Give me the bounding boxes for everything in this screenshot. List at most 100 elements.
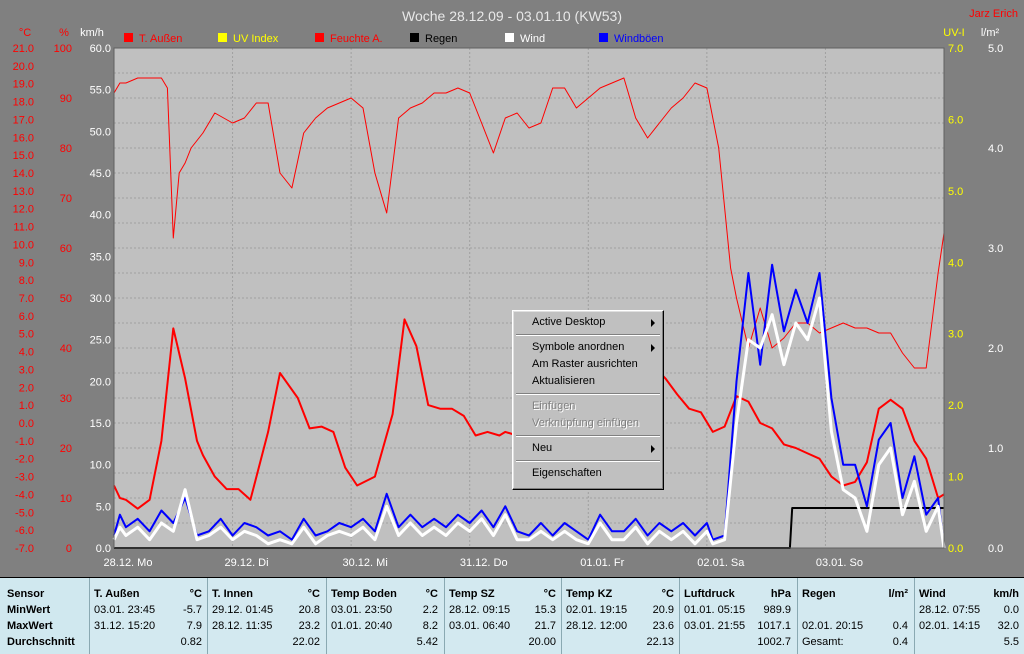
series-line-wind <box>112 296 946 549</box>
temp-axis-tick: 10.0 <box>13 239 34 251</box>
menu-item-label: Neu <box>532 442 553 454</box>
wind-axis-tick: 55.0 <box>90 85 111 97</box>
stats-column-divider <box>444 578 445 654</box>
uv-axis-tick: 0.0 <box>948 543 963 555</box>
rain-axis-tick: 4.0 <box>988 143 1003 155</box>
wind-axis-tick: 50.0 <box>90 126 111 138</box>
stats-max-value: 32.0 <box>997 620 1019 632</box>
weather-chart: Woche 28.12.09 - 03.01.10 (KW53) Jarz Er… <box>13 8 1018 569</box>
temp-axis-tick: 16.0 <box>13 132 34 144</box>
stats-column-divider <box>679 578 680 654</box>
submenu-arrow-icon <box>651 344 655 352</box>
stats-avg-label: Gesamt: <box>802 636 844 648</box>
stats-average: 0.82 <box>180 636 202 648</box>
menu-item-neu[interactable]: Neu <box>515 440 661 457</box>
temp-axis-tick: 13.0 <box>13 186 34 198</box>
wind-axis-unit: km/h <box>80 27 104 39</box>
temp-axis-tick: 5.0 <box>19 329 34 341</box>
menu-item-verkn-pfung-einf-gen: Verknüpfung einfügen <box>515 415 661 432</box>
submenu-arrow-icon <box>651 319 655 327</box>
temp-axis-tick: 1.0 <box>19 400 34 412</box>
x-tick-label: 31.12. Do <box>460 557 508 569</box>
stats-min-value: 0.0 <box>1003 604 1019 616</box>
stats-max-time: 03.01. 06:40 <box>449 620 511 632</box>
legend-label: Wind <box>520 33 545 45</box>
temp-axis-tick: 15.0 <box>13 150 34 162</box>
stats-column-divider <box>89 578 90 654</box>
temp-axis-tick: -7.0 <box>15 543 34 555</box>
stats-average: 1002.7 <box>757 636 791 648</box>
wind-axis-tick: 5.0 <box>96 501 111 513</box>
stats-min-time: 03.01. 23:50 <box>331 604 393 616</box>
stats-max-value: 23.2 <box>298 620 320 632</box>
temp-axis-tick: -2.0 <box>15 454 34 466</box>
menu-separator <box>516 460 660 462</box>
temp-axis-tick: 14.0 <box>13 168 34 180</box>
stats-average: 0.4 <box>892 636 908 648</box>
rain-axis-tick: 2.0 <box>988 343 1003 355</box>
rain-axis-tick: 5.0 <box>988 43 1003 55</box>
desktop-context-menu[interactable]: Active Desktop Symbole anordnen Am Raster … <box>512 310 664 490</box>
temp-axis-tick: 3.0 <box>19 364 34 376</box>
legend-swatch <box>124 33 133 42</box>
menu-item-symbole-anordnen[interactable]: Symbole anordnen <box>515 339 661 356</box>
stats-max-time: 28.12. 12:00 <box>566 620 628 632</box>
menu-item-label: Eigenschaften <box>532 467 602 479</box>
uv-axis-tick: 4.0 <box>948 257 963 269</box>
stats-row-label: Sensor <box>7 588 45 600</box>
temp-axis-tick: 19.0 <box>13 79 34 91</box>
stats-average: 22.02 <box>292 636 320 648</box>
chart-title: Woche 28.12.09 - 03.01.10 (KW53) <box>402 8 622 24</box>
stats-min-value: 15.3 <box>534 604 556 616</box>
temp-axis-tick: 17.0 <box>13 114 34 126</box>
menu-item-am-raster-ausrichten[interactable]: Am Raster ausrichten <box>515 356 661 373</box>
stats-max-time: 02.01. 20:15 <box>802 620 864 632</box>
rain-axis-tick: 1.0 <box>988 443 1003 455</box>
wind-axis-tick: 10.0 <box>90 460 111 472</box>
stats-min-value: 20.8 <box>298 604 320 616</box>
menu-separator <box>516 435 660 437</box>
stats-max-value: 8.2 <box>422 620 438 632</box>
uv-axis-tick: 2.0 <box>948 400 963 412</box>
temp-axis-tick: -4.0 <box>15 489 34 501</box>
stats-max-time: 01.01. 20:40 <box>331 620 393 632</box>
stats-average: 5.42 <box>416 636 438 648</box>
wind-axis-tick: 60.0 <box>90 43 111 55</box>
stats-min-time: 29.12. 01:45 <box>212 604 274 616</box>
stats-unit: l/m² <box>888 588 908 600</box>
menu-separator <box>516 334 660 336</box>
legend-label: Windböen <box>614 33 664 45</box>
menu-item-aktualisieren[interactable]: Aktualisieren <box>515 373 661 390</box>
stats-min-time: 01.01. 05:15 <box>684 604 746 616</box>
temp-axis-tick: 9.0 <box>19 257 34 269</box>
legend-label: UV Index <box>233 33 279 45</box>
menu-item-einf-gen: Einfügen <box>515 398 661 415</box>
x-tick-label: 28.12. Mo <box>104 557 153 569</box>
uv-axis-tick: 6.0 <box>948 114 963 126</box>
menu-item-label: Am Raster ausrichten <box>532 358 638 370</box>
x-tick-label: 02.01. Sa <box>697 557 745 569</box>
temp-axis-tick: 2.0 <box>19 382 34 394</box>
stats-max-value: 0.4 <box>892 620 908 632</box>
stats-min-value: 989.9 <box>763 604 791 616</box>
menu-item-active-desktop[interactable]: Active Desktop <box>515 314 661 331</box>
stats-sensor-name: Temp SZ <box>449 588 495 600</box>
stats-average: 22.13 <box>646 636 674 648</box>
uv-axis-tick: 5.0 <box>948 186 963 198</box>
stats-column-divider <box>561 578 562 654</box>
temp-axis-tick: 11.0 <box>13 222 34 234</box>
stats-min-time: 03.01. 23:45 <box>94 604 156 616</box>
legend-label: Feuchte A. <box>330 33 383 45</box>
legend-swatch <box>599 33 608 42</box>
stats-sensor-name: T. Außen <box>94 588 140 600</box>
stats-unit: °C <box>189 588 202 600</box>
temp-axis-tick: 8.0 <box>19 275 34 287</box>
menu-item-eigenschaften[interactable]: Eigenschaften <box>515 465 661 482</box>
wind-axis-tick: 30.0 <box>90 293 111 305</box>
stats-max-time: 03.01. 21:55 <box>684 620 746 632</box>
rain-axis-tick: 0.0 <box>988 543 1003 555</box>
stats-row-label: MaxWert <box>7 620 53 632</box>
legend-label: T. Außen <box>139 33 182 45</box>
legend-swatch <box>218 33 227 42</box>
stats-unit: °C <box>425 588 438 600</box>
